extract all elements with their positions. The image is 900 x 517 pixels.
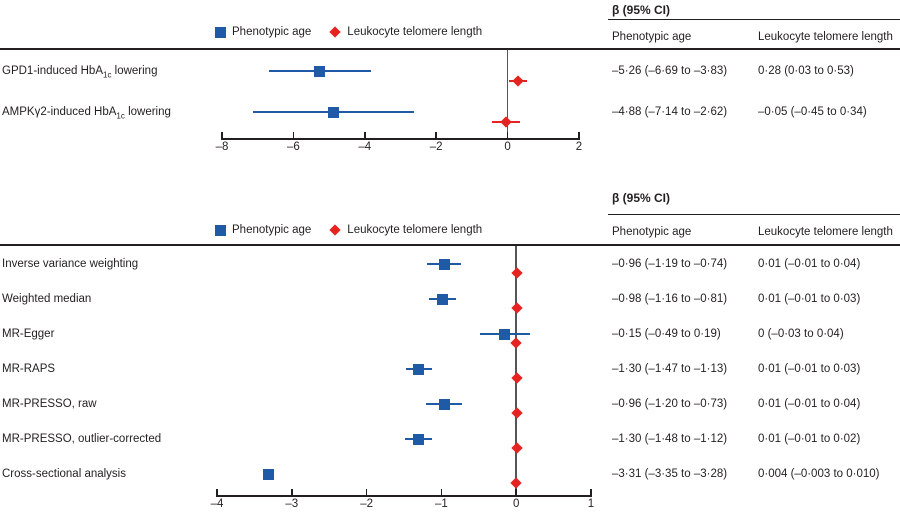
table-body-rule	[0, 244, 900, 246]
phenotypic-age-value: –0·98 (–1·16 to –0·81)	[612, 293, 728, 305]
x-axis-tick	[578, 132, 580, 138]
x-axis-tick-label: –6	[286, 141, 300, 153]
row-label: AMPKγ2-induced HbA1c lowering	[2, 106, 171, 121]
telomere-length-value: 0·004 (–0·003 to 0·010)	[758, 468, 880, 480]
x-axis-tick	[292, 132, 295, 138]
phenotypic-age-marker	[314, 65, 326, 77]
x-axis-tick	[506, 132, 509, 138]
phenotypic-age-marker	[413, 433, 425, 445]
row-label: Cross-sectional analysis	[2, 468, 126, 480]
row-label: MR-PRESSO, outlier-corrected	[2, 433, 162, 445]
telomere-length-marker	[511, 267, 523, 279]
x-axis-tick	[440, 489, 443, 495]
telomere-length-marker	[500, 116, 512, 128]
phenotypic-age-value: –1·30 (–1·47 to –1·13)	[612, 363, 728, 375]
telomere-length-value: 0·01 (–0·01 to 0·04)	[758, 258, 861, 270]
phenotypic-age-value: –0·15 (–0·49 to 0·19)	[612, 328, 721, 340]
legend-label-phenotypic-age: Phenotypic age	[232, 224, 312, 236]
telomere-length-marker	[511, 407, 523, 419]
x-axis-tick-label: –2	[429, 141, 443, 153]
row-label: MR-PRESSO, raw	[2, 398, 97, 410]
telomere-length-value: 0·01 (–0·01 to 0·04)	[758, 398, 861, 410]
zero-reference-line	[506, 50, 509, 138]
telomere-length-marker	[511, 372, 523, 384]
telomere-length-value: 0·28 (0·03 to 0·53)	[758, 65, 854, 77]
x-axis-tick-label: 1	[587, 498, 595, 510]
legend-item-telomere-length: Leukocyte telomere length	[329, 224, 482, 236]
x-axis-tick	[364, 132, 366, 138]
legend-item-telomere-length: Leukocyte telomere length	[329, 26, 482, 38]
x-axis-tick	[590, 489, 592, 495]
x-axis-tick-label: –8	[215, 141, 229, 153]
x-axis	[221, 138, 580, 140]
phenotypic-age-marker	[437, 293, 449, 305]
legend-label-telomere-length: Leukocyte telomere length	[347, 26, 483, 38]
x-axis-tick	[291, 489, 293, 495]
phenotypic-age-value: –0·96 (–1·20 to –0·73)	[612, 398, 728, 410]
phenotypic-age-marker	[413, 363, 425, 375]
table-body-rule	[0, 48, 900, 50]
x-axis-tick-label: 0	[504, 141, 511, 153]
x-axis-tick-label: 0	[512, 498, 520, 510]
phenotypic-age-marker	[438, 398, 450, 410]
x-axis-tick	[435, 132, 437, 138]
x-axis-tick	[515, 489, 517, 495]
legend: Phenotypic age Leukocyte telomere length	[215, 224, 482, 236]
x-axis-tick-label: –3	[285, 498, 299, 510]
beta-ci-header: β (95% CI)	[612, 3, 671, 17]
phenotypic-age-value: –0·96 (–1·19 to –0·74)	[612, 258, 728, 270]
column-header-telomere-length: Leukocyte telomere length	[758, 226, 893, 238]
x-axis-tick	[216, 489, 218, 495]
phenotypic-age-marker	[263, 468, 275, 480]
telomere-length-marker	[511, 442, 523, 454]
phenotypic-age-value: –4·88 (–7·14 to –2·62)	[612, 106, 728, 118]
phenotypic-age-marker	[499, 328, 511, 340]
phenotypic-age-value: –1·30 (–1·48 to –1·12)	[612, 433, 728, 445]
telomere-length-value: 0·01 (–0·01 to 0·03)	[758, 363, 861, 375]
legend-item-phenotypic-age: Phenotypic age	[215, 26, 311, 38]
column-header-phenotypic-age: Phenotypic age	[612, 31, 692, 43]
blue-square-icon	[215, 224, 226, 236]
x-axis-tick-label: –4	[358, 141, 372, 153]
x-axis	[216, 495, 592, 497]
legend: Phenotypic age Leukocyte telomere length	[215, 26, 482, 38]
telomere-length-marker	[511, 75, 524, 87]
red-diamond-icon	[329, 224, 341, 236]
column-header-telomere-length: Leukocyte telomere length	[758, 31, 893, 43]
legend-item-phenotypic-age: Phenotypic age	[215, 224, 311, 236]
zero-reference-line	[515, 246, 517, 495]
column-header-phenotypic-age: Phenotypic age	[612, 226, 692, 238]
phenotypic-age-marker	[327, 106, 339, 118]
telomere-length-marker	[511, 302, 523, 314]
table-header-rule	[608, 19, 900, 20]
beta-ci-header: β (95% CI)	[612, 191, 671, 205]
phenotypic-age-value: –5·26 (–6·69 to –3·83)	[612, 65, 728, 77]
x-axis-tick-label: –2	[360, 498, 373, 510]
x-axis-tick	[365, 489, 368, 495]
telomere-length-value: –0·05 (–0·45 to 0·34)	[758, 106, 867, 118]
phenotypic-age-value: –3·31 (–3·35 to –3·28)	[612, 468, 728, 480]
legend-label-telomere-length: Leukocyte telomere length	[347, 224, 483, 236]
legend-label-phenotypic-age: Phenotypic age	[232, 26, 312, 38]
row-label: MR-Egger	[2, 328, 55, 340]
x-axis-tick-label: 2	[575, 141, 583, 153]
blue-square-icon	[215, 26, 226, 38]
x-axis-tick-label: –1	[434, 498, 448, 510]
red-diamond-icon	[329, 26, 341, 38]
telomere-length-marker	[510, 477, 523, 489]
telomere-length-value: 0·01 (–0·01 to 0·03)	[758, 293, 861, 305]
row-label: MR-RAPS	[2, 363, 56, 375]
telomere-length-marker	[510, 337, 522, 349]
x-axis-tick	[221, 132, 223, 138]
phenotypic-age-marker	[438, 258, 450, 270]
row-label: GPD1-induced HbA1c lowering	[2, 65, 158, 80]
telomere-length-value: 0·01 (–0·01 to 0·02)	[758, 433, 861, 445]
row-label: Inverse variance weighting	[2, 258, 139, 270]
row-label: Weighted median	[2, 293, 92, 305]
x-axis-tick-label: –4	[210, 498, 224, 510]
telomere-length-value: 0 (–0·03 to 0·04)	[758, 328, 844, 340]
table-header-rule	[608, 214, 900, 215]
